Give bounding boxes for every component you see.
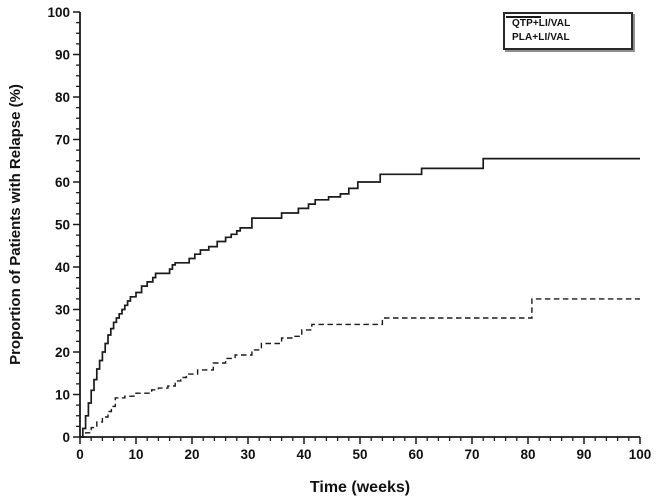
y-tick-label: 50 — [55, 217, 70, 232]
solid-line-sample-icon — [506, 16, 541, 18]
x-tick-label: 70 — [464, 447, 479, 462]
series-layer — [80, 157, 640, 438]
x-tick-label: 30 — [240, 447, 255, 462]
y-tick-label: 30 — [55, 302, 70, 317]
legend-label-pla: PLA+LI/VAL — [512, 32, 570, 43]
x-tick-label: 20 — [184, 447, 199, 462]
x-tick-label: 80 — [520, 447, 535, 462]
axes-layer: 0 10 20 30 40 50 60 70 80 90 100 0 10 20 30 40 50 60 70 80 9… — [47, 5, 651, 462]
x-tick-label: 10 — [128, 447, 143, 462]
x-tick-label: 50 — [352, 447, 367, 462]
y-tick-label: 10 — [55, 387, 70, 402]
y-axis-title: Proportion of Patients with Relapse (%) — [7, 84, 24, 365]
x-tick-label: 60 — [408, 447, 423, 462]
y-tick-label: 70 — [55, 132, 70, 147]
series-line-pla — [80, 157, 640, 438]
x-axis-title: Time (weeks) — [310, 479, 410, 496]
x-tick-label: 0 — [76, 447, 84, 462]
legend: QTP+LI/VAL PLA+LI/VAL — [503, 12, 633, 50]
x-tick-label: 100 — [629, 447, 652, 462]
y-tick-label: 90 — [55, 47, 70, 62]
y-tick-label: 80 — [55, 90, 70, 105]
y-tick-label: 100 — [47, 5, 70, 20]
x-tick-label: 90 — [576, 447, 591, 462]
series-line-qtp — [80, 298, 640, 438]
legend-label-qtp: QTP+LI/VAL — [512, 18, 571, 29]
y-tick-label: 40 — [55, 260, 70, 275]
x-tick-label: 40 — [296, 447, 311, 462]
legend-item-pla: PLA+LI/VAL — [506, 16, 625, 44]
y-tick-label: 20 — [55, 345, 70, 360]
y-tick-label: 60 — [55, 175, 70, 190]
y-tick-label: 0 — [62, 430, 70, 445]
